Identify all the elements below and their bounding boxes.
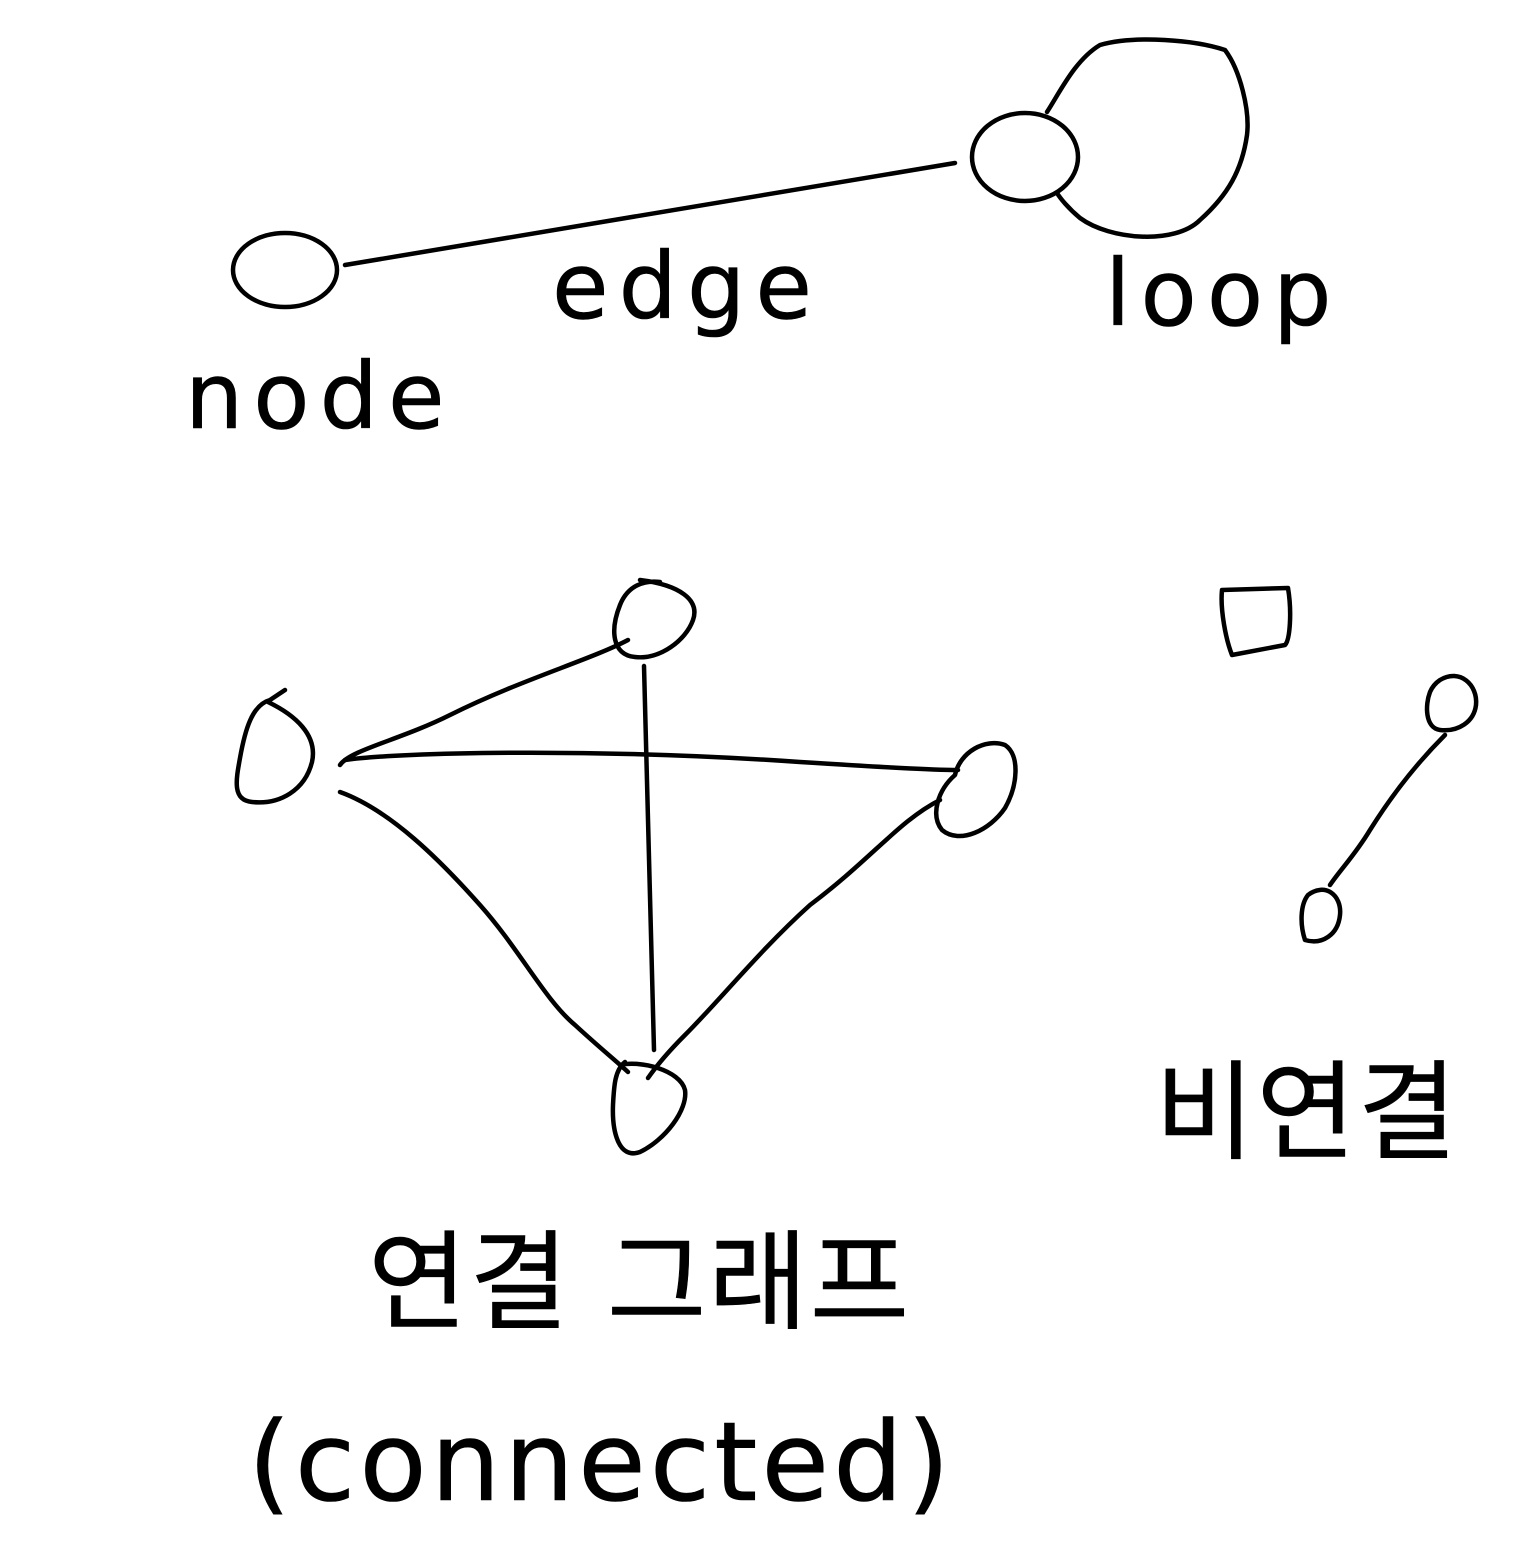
basic-terms-diagram: node edge loop bbox=[185, 37, 1342, 450]
loop-curve bbox=[1044, 37, 1250, 239]
graph-node-top bbox=[612, 577, 697, 660]
connected-graph-label: 연결 그래프 bbox=[368, 1221, 911, 1346]
edge-label: edge bbox=[552, 233, 822, 340]
disconnected-graph: 비연결 bbox=[1155, 585, 1479, 1176]
loop-label: loop bbox=[1105, 240, 1342, 347]
disconnected-label: 비연결 bbox=[1155, 1051, 1459, 1176]
graph-edge-left-top bbox=[337, 637, 631, 768]
graph-node-right bbox=[934, 741, 1018, 839]
isolated-node bbox=[1219, 585, 1293, 658]
graph-edge-top-bottom bbox=[641, 663, 657, 1053]
pair-node-top bbox=[1424, 673, 1479, 733]
graph-node-bottom bbox=[610, 1059, 688, 1156]
graph-edge-left-bottom bbox=[337, 789, 631, 1075]
graph-edge-left-right bbox=[342, 750, 961, 773]
pair-edge bbox=[1327, 732, 1448, 888]
graph-node-left bbox=[234, 687, 316, 805]
graph-edge-right-bottom bbox=[645, 797, 943, 1081]
node-label: node bbox=[185, 343, 455, 450]
pair-node-bottom bbox=[1299, 887, 1343, 944]
connected-graph: 연결 그래프 (connected) bbox=[234, 577, 1018, 1526]
connected-graph-sublabel: (connected) bbox=[248, 1398, 954, 1526]
loop-node-shape bbox=[969, 110, 1081, 204]
edge-line bbox=[342, 160, 958, 268]
node-shape bbox=[230, 230, 340, 310]
